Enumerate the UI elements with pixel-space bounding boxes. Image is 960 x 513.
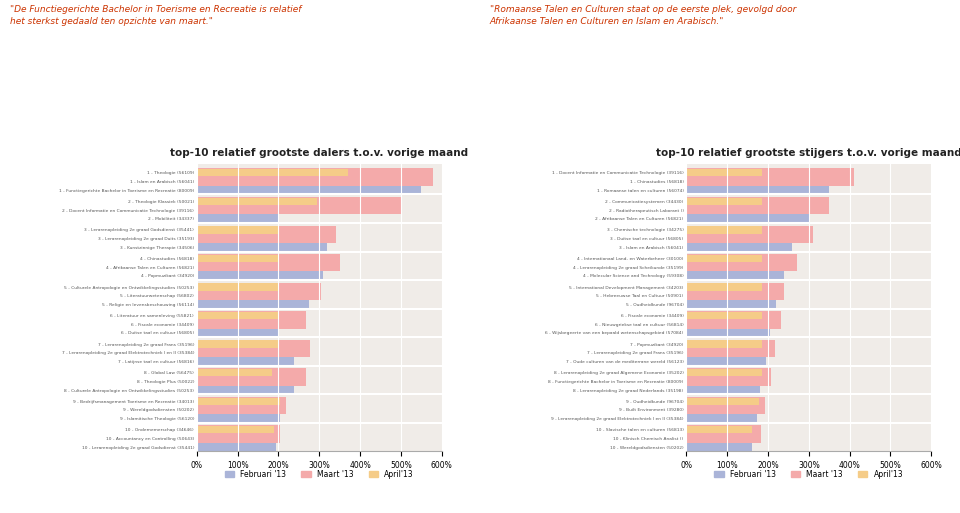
- Bar: [197, 368, 294, 394]
- Title: top-10 relatief grootste stijgers t.o.v. vorige maand: top-10 relatief grootste stijgers t.o.v.…: [656, 148, 960, 158]
- Bar: [197, 168, 433, 186]
- Bar: [686, 425, 753, 451]
- Title: top-10 relatief grootste dalers t.o.v. vorige maand: top-10 relatief grootste dalers t.o.v. v…: [170, 148, 468, 158]
- Bar: [686, 168, 853, 186]
- Bar: [686, 397, 765, 414]
- Legend: Februari '13, Maart '13, April'13: Februari '13, Maart '13, April'13: [711, 467, 906, 482]
- Bar: [197, 340, 294, 366]
- Bar: [686, 283, 776, 309]
- Bar: [686, 283, 931, 309]
- Bar: [686, 168, 829, 194]
- Bar: [686, 340, 931, 366]
- Bar: [197, 311, 278, 337]
- Bar: [197, 426, 275, 433]
- Bar: [197, 254, 442, 280]
- Bar: [686, 311, 770, 337]
- Bar: [197, 425, 442, 451]
- Bar: [686, 254, 797, 271]
- Bar: [686, 426, 753, 433]
- Bar: [197, 226, 336, 243]
- Bar: [197, 368, 442, 394]
- Bar: [197, 254, 340, 271]
- Text: "Romaanse Talen en Culturen staat op de eerste plek, gevolgd door
Afrikaanse Tal: "Romaanse Talen en Culturen staat op de …: [490, 5, 796, 26]
- Legend: Februari '13, Maart '13, April'13: Februari '13, Maart '13, April'13: [222, 467, 417, 482]
- Bar: [686, 425, 931, 451]
- Text: "De Functiegerichte Bachelor in Toerisme en Recreatie is relatief
het sterkst ge: "De Functiegerichte Bachelor in Toerisme…: [10, 5, 301, 26]
- Bar: [686, 169, 762, 176]
- Bar: [686, 368, 931, 394]
- Bar: [197, 311, 442, 337]
- Bar: [197, 340, 442, 366]
- Bar: [686, 311, 781, 328]
- Bar: [197, 311, 306, 328]
- Bar: [197, 312, 278, 319]
- Bar: [686, 197, 931, 223]
- Bar: [197, 397, 442, 423]
- Bar: [197, 283, 442, 309]
- Bar: [686, 311, 931, 337]
- Bar: [197, 226, 327, 251]
- Bar: [686, 283, 784, 300]
- Bar: [197, 168, 442, 194]
- Bar: [197, 397, 280, 423]
- Bar: [197, 283, 309, 309]
- Bar: [686, 397, 756, 423]
- Bar: [197, 255, 278, 262]
- Bar: [686, 397, 931, 423]
- Bar: [197, 254, 324, 280]
- Bar: [197, 168, 421, 194]
- Bar: [197, 197, 442, 223]
- Bar: [197, 197, 400, 214]
- Bar: [686, 398, 759, 405]
- Bar: [686, 226, 762, 233]
- Bar: [686, 198, 762, 205]
- Bar: [197, 368, 306, 386]
- Bar: [686, 312, 762, 319]
- Bar: [686, 283, 762, 291]
- Bar: [197, 369, 273, 377]
- Bar: [686, 368, 771, 386]
- Bar: [686, 425, 760, 443]
- Bar: [686, 226, 931, 251]
- Bar: [686, 255, 762, 262]
- Bar: [686, 226, 793, 251]
- Bar: [686, 341, 762, 348]
- Bar: [686, 369, 762, 377]
- Bar: [197, 340, 310, 357]
- Bar: [197, 197, 278, 223]
- Bar: [686, 340, 776, 357]
- Bar: [686, 368, 759, 394]
- Bar: [197, 425, 280, 443]
- Bar: [197, 397, 286, 414]
- Bar: [197, 283, 322, 300]
- Bar: [197, 169, 348, 176]
- Bar: [686, 226, 813, 243]
- Bar: [686, 340, 766, 366]
- Bar: [197, 226, 442, 251]
- Bar: [197, 198, 317, 205]
- Bar: [197, 283, 278, 291]
- Bar: [197, 341, 278, 348]
- Bar: [686, 254, 931, 280]
- Bar: [197, 226, 278, 233]
- Bar: [686, 197, 808, 223]
- Bar: [197, 398, 280, 405]
- Bar: [197, 425, 276, 451]
- Bar: [686, 254, 784, 280]
- Bar: [686, 197, 829, 214]
- Bar: [686, 168, 931, 194]
